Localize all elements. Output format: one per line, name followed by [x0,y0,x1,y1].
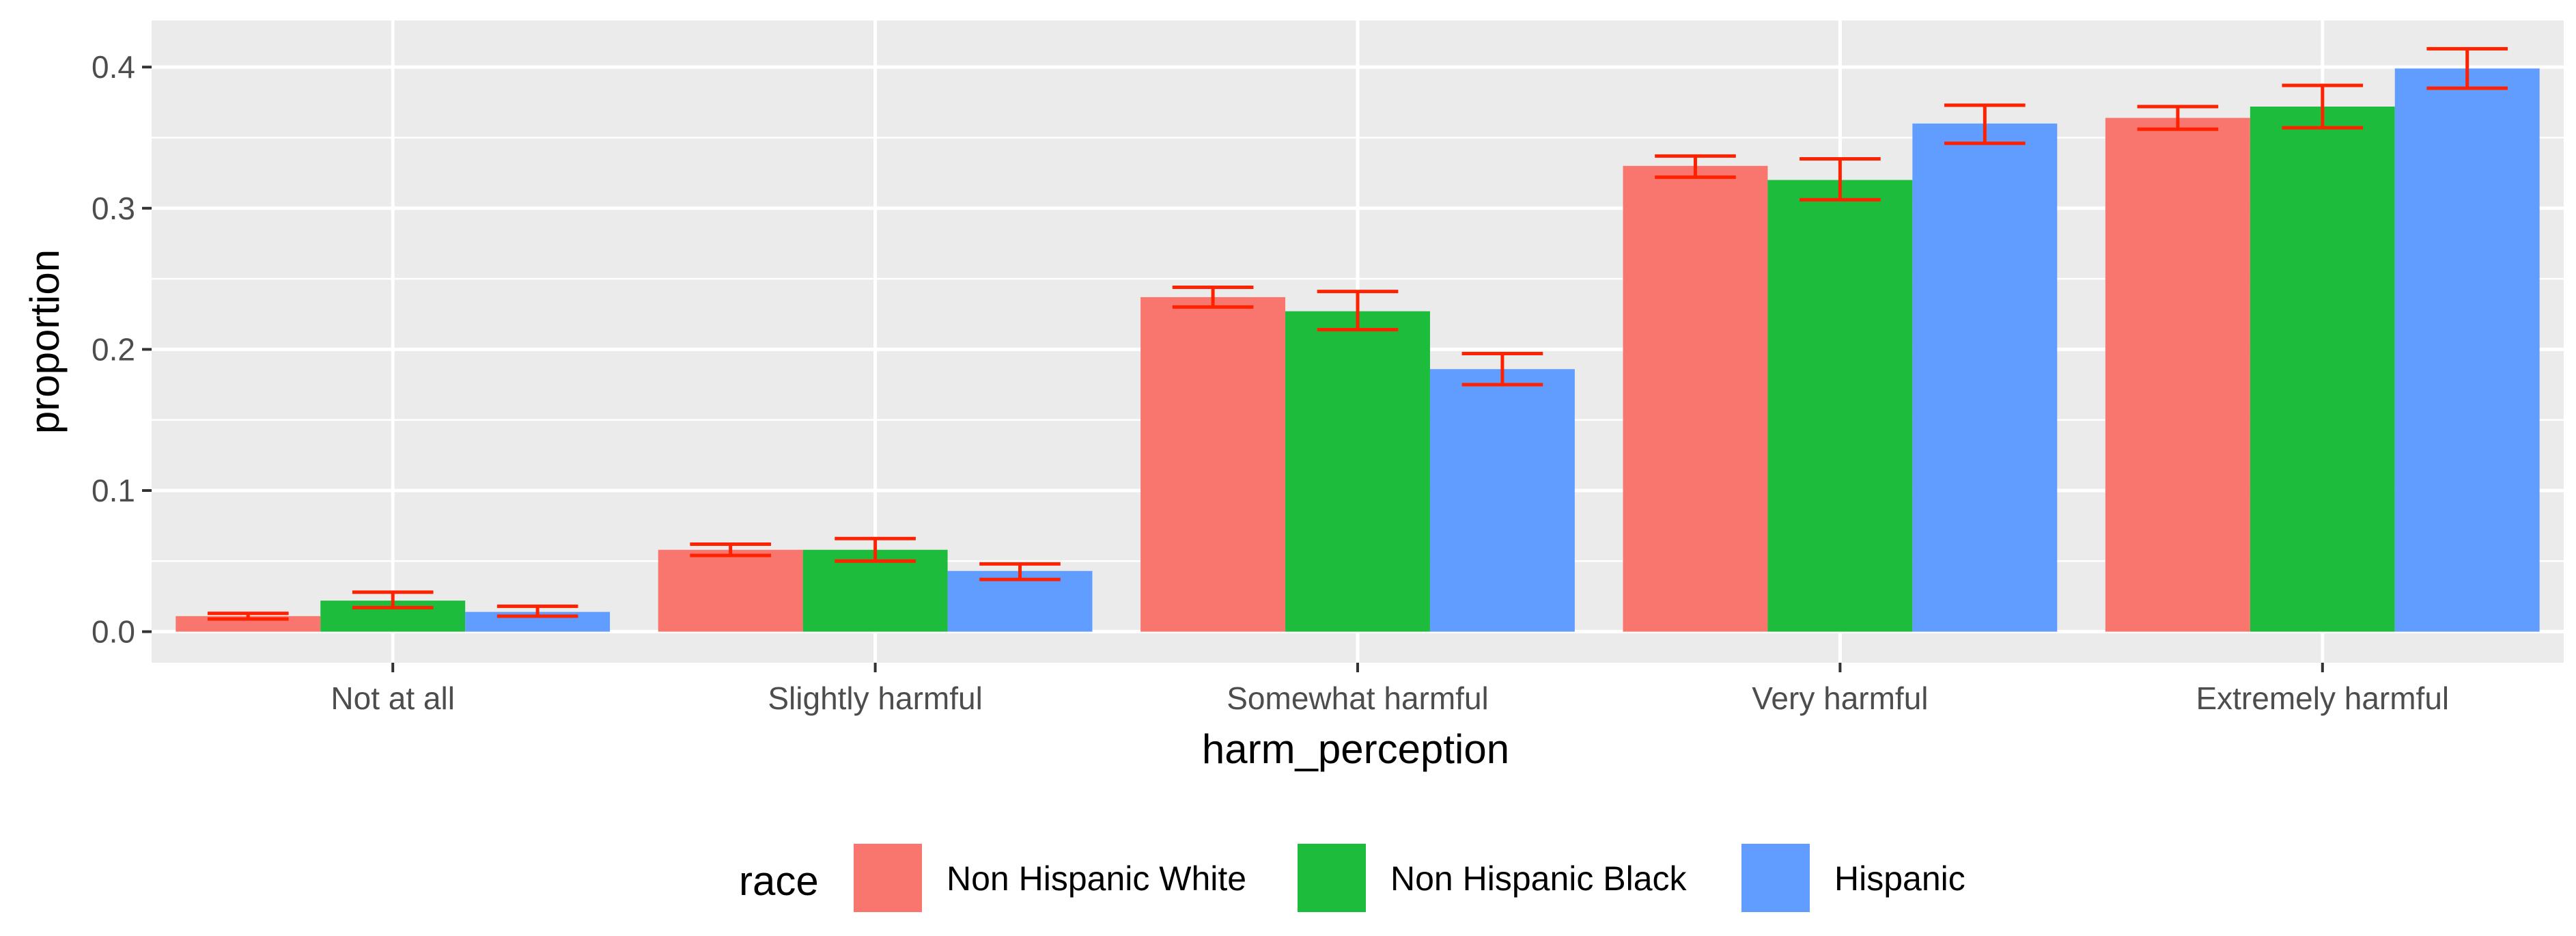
bar [1429,369,1575,632]
y-tick-label: 0.2 [92,331,135,367]
bar [1912,123,2058,632]
bar [1767,180,1913,632]
bar [1140,297,1286,632]
error-bars [207,46,2508,621]
x-tick-label: Not at all [331,680,455,716]
error-bar [1461,352,1543,387]
bar [2250,107,2395,632]
error-bar [2137,105,2219,131]
legend-key [1298,844,1366,912]
y-axis-title: proportion [22,249,68,434]
x-tick-label: Extremely harmful [2196,680,2449,716]
bar [802,549,948,632]
error-bar [835,536,916,563]
bar [2105,118,2250,632]
error-bar [690,542,772,558]
bar [1285,311,1430,632]
y-tick-label: 0.4 [92,49,135,85]
bar [658,549,803,632]
legend-entry: Non Hispanic White [854,844,1246,912]
legend-entry: Non Hispanic Black [1298,844,1688,912]
legend-label: Hispanic [1834,859,1965,898]
y-tick-label: 0.1 [92,473,135,508]
legend-key [1741,844,1810,912]
legend-label: Non Hispanic White [947,859,1246,898]
error-bar [352,590,434,609]
x-axis-title: harm_perception [1202,726,1509,772]
error-bar [1317,290,1399,331]
bar [2394,68,2540,632]
x-tick-label: Somewhat harmful [1227,680,1489,716]
error-bar [207,611,289,621]
error-bar [1800,156,1881,202]
legend: race Non Hispanic White Non Hispanic Blac… [739,844,1965,912]
error-bar [1655,154,1736,179]
legend-label: Non Hispanic Black [1390,859,1688,898]
error-bar [1172,285,1254,309]
y-tick-label: 0.3 [92,191,135,226]
x-axis: Not at all Slightly harmful Somewhat harmf… [331,663,2449,716]
y-tick-label: 0.0 [92,614,135,650]
legend-entry: Hispanic [1741,844,1965,912]
error-bar [496,604,578,618]
error-bar [2426,46,2508,90]
error-bar [2282,83,2364,130]
bar [1623,165,1768,632]
y-axis: 0.0 0.1 0.2 0.3 0.4 [92,49,152,650]
error-bar [1944,103,2026,146]
legend-title: race [739,858,819,904]
error-bar [979,562,1061,581]
x-tick-label: Very harmful [1752,680,1928,716]
x-tick-label: Slightly harmful [768,680,982,716]
legend-key [854,844,922,912]
